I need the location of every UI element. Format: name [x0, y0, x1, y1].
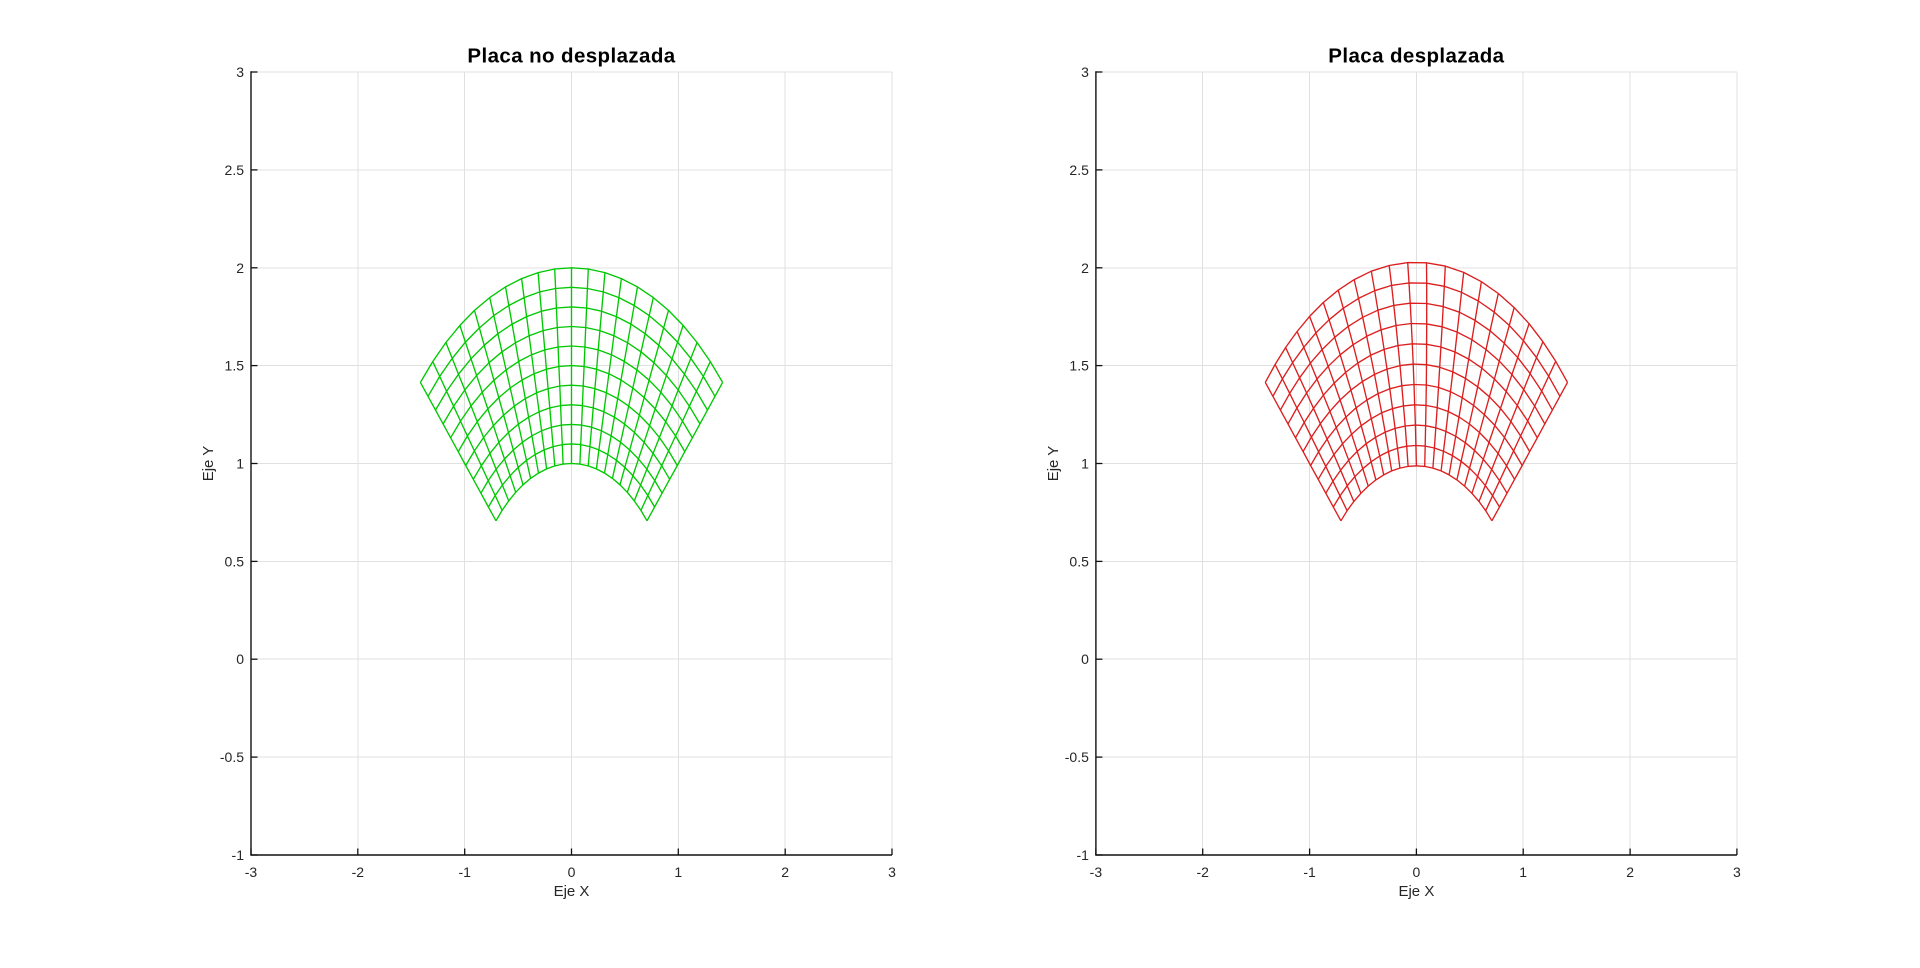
svg-text:Eje X: Eje X	[554, 883, 590, 900]
svg-text:0.5: 0.5	[225, 553, 245, 569]
svg-text:1: 1	[1519, 864, 1527, 880]
svg-text:2: 2	[236, 260, 244, 276]
svg-text:-1: -1	[458, 864, 471, 880]
svg-text:1.5: 1.5	[1069, 358, 1089, 374]
svg-text:2.5: 2.5	[225, 162, 245, 178]
svg-text:3: 3	[1081, 64, 1089, 80]
svg-text:0: 0	[236, 651, 244, 667]
svg-text:Eje X: Eje X	[1398, 883, 1434, 900]
svg-text:3: 3	[1733, 864, 1741, 880]
svg-text:1.5: 1.5	[225, 358, 245, 374]
svg-text:-0.5: -0.5	[1065, 749, 1089, 765]
svg-text:0: 0	[568, 864, 576, 880]
svg-text:0.5: 0.5	[1069, 553, 1089, 569]
svg-text:-2: -2	[352, 864, 365, 880]
svg-text:1: 1	[236, 456, 244, 472]
svg-text:Placa no desplazada: Placa no desplazada	[467, 45, 675, 68]
svg-text:-3: -3	[245, 864, 258, 880]
svg-text:2: 2	[1081, 260, 1089, 276]
svg-text:-0.5: -0.5	[220, 749, 244, 765]
svg-text:0: 0	[1413, 864, 1421, 880]
svg-text:2.5: 2.5	[1069, 162, 1089, 178]
svg-text:Placa desplazada: Placa desplazada	[1328, 45, 1504, 68]
svg-text:1: 1	[1081, 456, 1089, 472]
svg-text:-1: -1	[232, 847, 245, 863]
svg-text:0: 0	[1081, 651, 1089, 667]
svg-text:1: 1	[674, 864, 682, 880]
svg-text:3: 3	[236, 64, 244, 80]
svg-text:2: 2	[781, 864, 789, 880]
svg-text:-2: -2	[1196, 864, 1209, 880]
svg-text:Eje Y: Eje Y	[200, 446, 217, 482]
svg-text:3: 3	[888, 864, 896, 880]
svg-text:-3: -3	[1090, 864, 1103, 880]
svg-text:Eje Y: Eje Y	[1045, 446, 1062, 482]
svg-text:-1: -1	[1303, 864, 1316, 880]
svg-text:-1: -1	[1076, 847, 1089, 863]
svg-text:2: 2	[1626, 864, 1634, 880]
